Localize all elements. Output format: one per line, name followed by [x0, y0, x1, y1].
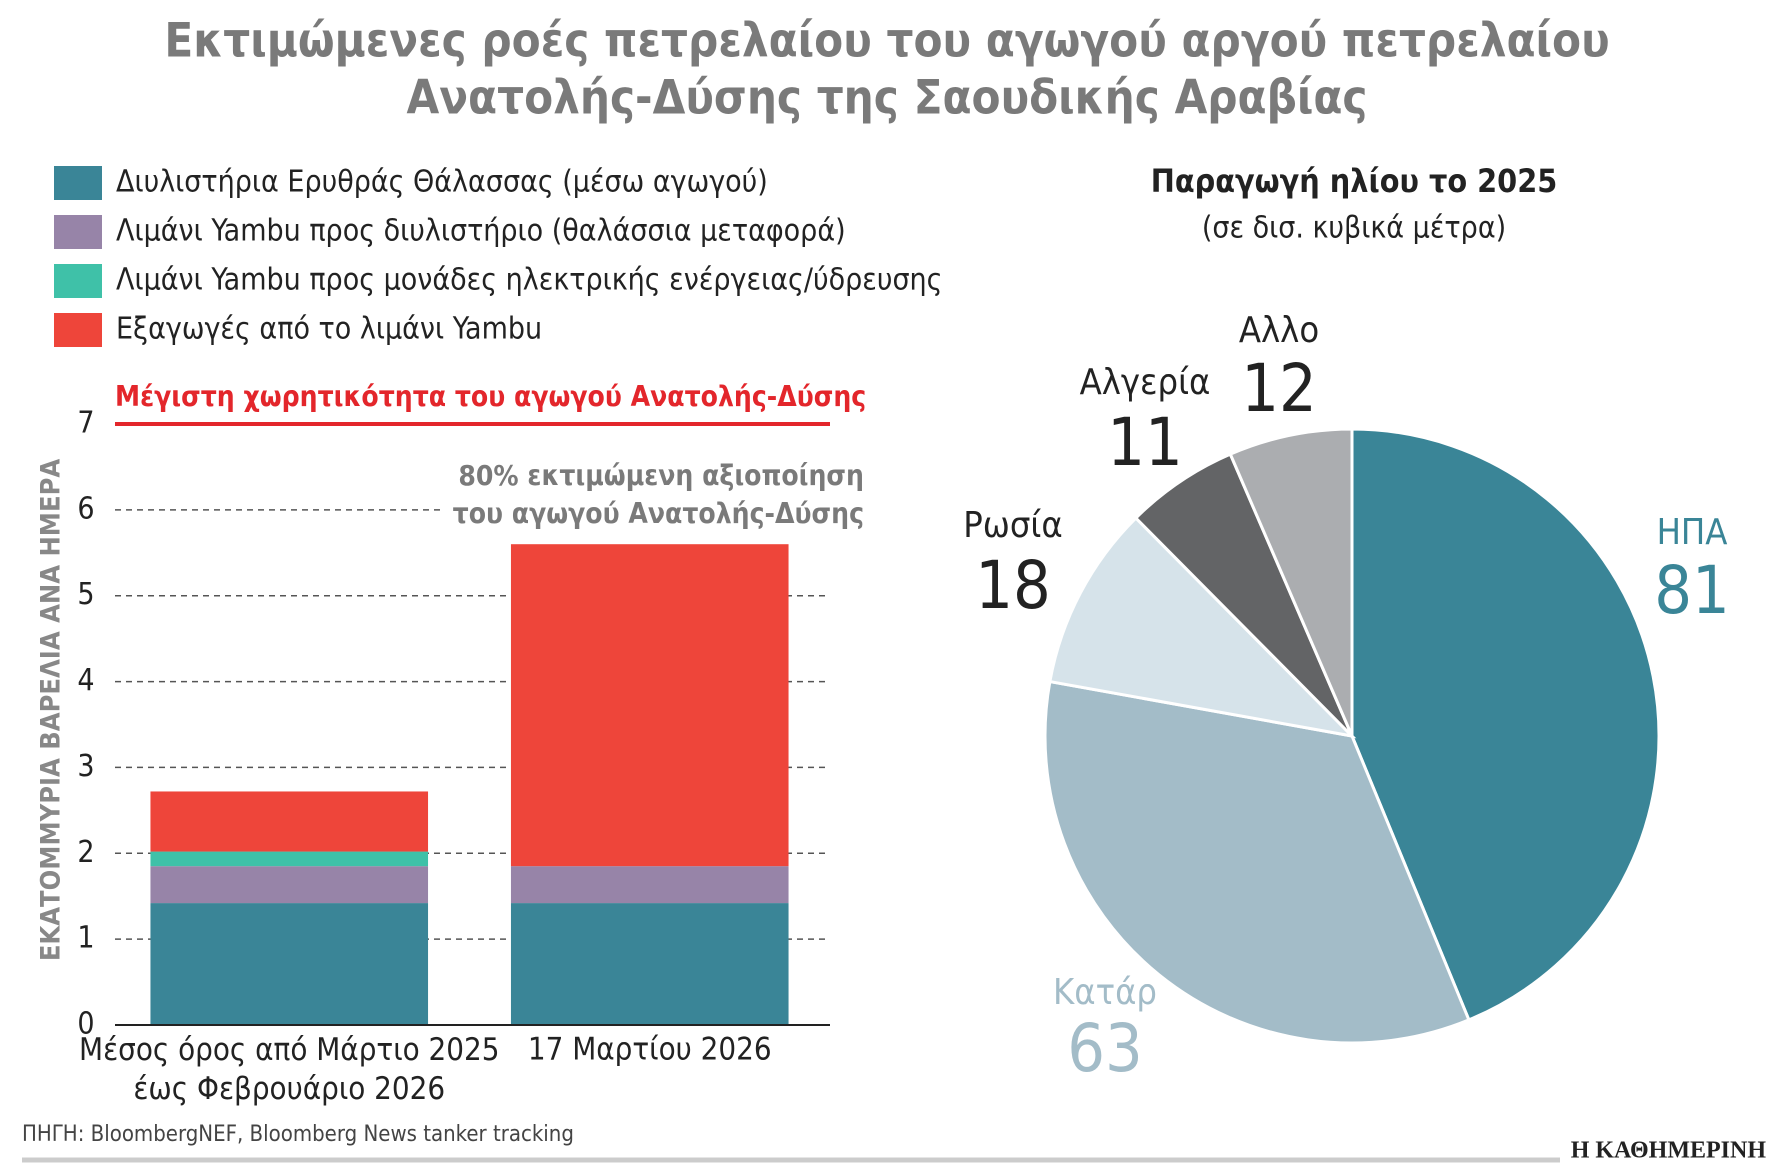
y-tick-label: 0 — [77, 1007, 94, 1042]
slice-value: 18 — [975, 547, 1051, 624]
slice-name: Αλλο — [1239, 310, 1319, 351]
slice-value: 63 — [1067, 1010, 1143, 1087]
bar-segment — [510, 866, 789, 904]
x-tick-label: Μέσος όρος από Μάρτιο 2025 έως Φεβρουάριο… — [79, 1032, 500, 1107]
bar-segment — [150, 791, 429, 852]
y-tick-label: 5 — [77, 577, 94, 612]
pie-slice — [1350, 427, 1661, 1022]
y-tick-label: 4 — [77, 663, 94, 698]
slice-name: Κατάρ — [1053, 972, 1157, 1013]
source: ΠΗΓΗ: BloombergNEF, Bloomberg News tanke… — [22, 1122, 574, 1147]
y-tick-label: 2 — [77, 835, 94, 870]
y-tick-label: 6 — [77, 491, 94, 526]
pie-slice — [1043, 679, 1471, 1045]
slice-name: Ρωσία — [963, 505, 1063, 546]
bar-segment — [150, 903, 429, 1025]
legend-label: Λιμάνι Yambu προς διυλιστήριο (θαλάσσια … — [116, 214, 846, 249]
slice-name: ΗΠΑ — [1657, 512, 1728, 553]
legend-swatch — [54, 215, 102, 249]
y-tick-label: 3 — [77, 749, 94, 784]
legend-label: Λιμάνι Yambu προς μονάδες ηλεκτρικής ενέ… — [116, 263, 943, 298]
bar-segment — [510, 903, 789, 1025]
pie-subtitle: (σε δισ. κυβικά μέτρα) — [1202, 211, 1506, 246]
legend-swatch — [54, 313, 102, 347]
pie-title: Παραγωγή ηλίου το 2025 — [1151, 162, 1558, 200]
x-tick-label: 17 Μαρτίου 2026 — [528, 1032, 772, 1068]
y-tick-label: 1 — [77, 921, 94, 956]
legend-label: Εξαγωγές από το λιμάνι Yambu — [116, 312, 542, 347]
legend-label: Διυλιστήρια Ερυθράς Θάλασσας (μέσω αγωγο… — [116, 165, 768, 200]
publisher: Η ΚΑΘΗΜΕΡΙΝΗ — [1571, 1138, 1767, 1164]
slice-value: 11 — [1107, 404, 1183, 481]
annotation-backdrop — [440, 455, 870, 535]
title: Εκτιμώμενες ροές πετρελαίου του αγωγού α… — [164, 14, 1609, 69]
bar-segment — [150, 851, 429, 867]
slice-name: Αλγερία — [1080, 362, 1211, 403]
slice-value: 12 — [1241, 350, 1317, 427]
title: Ανατολής-Δύσης της Σαουδικής Αραβίας — [407, 71, 1368, 126]
pie-slice — [1048, 515, 1357, 739]
annotation: 80% εκτιμώμενη αξιοποίηση του αγωγού Ανατ… — [453, 459, 864, 530]
pie-slice — [1228, 427, 1354, 737]
reference-label: Μέγιστη χωρητικότητα του αγωγού Ανατολής… — [115, 380, 866, 413]
bar-segment — [150, 866, 429, 904]
legend-swatch — [54, 264, 102, 298]
y-axis-label: ΕΚΑΤΟΜΜΥΡΙΑ ΒΑΡΕΛΙΑ ΑΝΑ ΗΜΕΡΑ — [36, 459, 67, 962]
bar-segment — [510, 544, 789, 867]
slice-value: 81 — [1654, 552, 1730, 629]
legend-swatch — [54, 166, 102, 200]
y-tick-label: 7 — [77, 406, 94, 441]
